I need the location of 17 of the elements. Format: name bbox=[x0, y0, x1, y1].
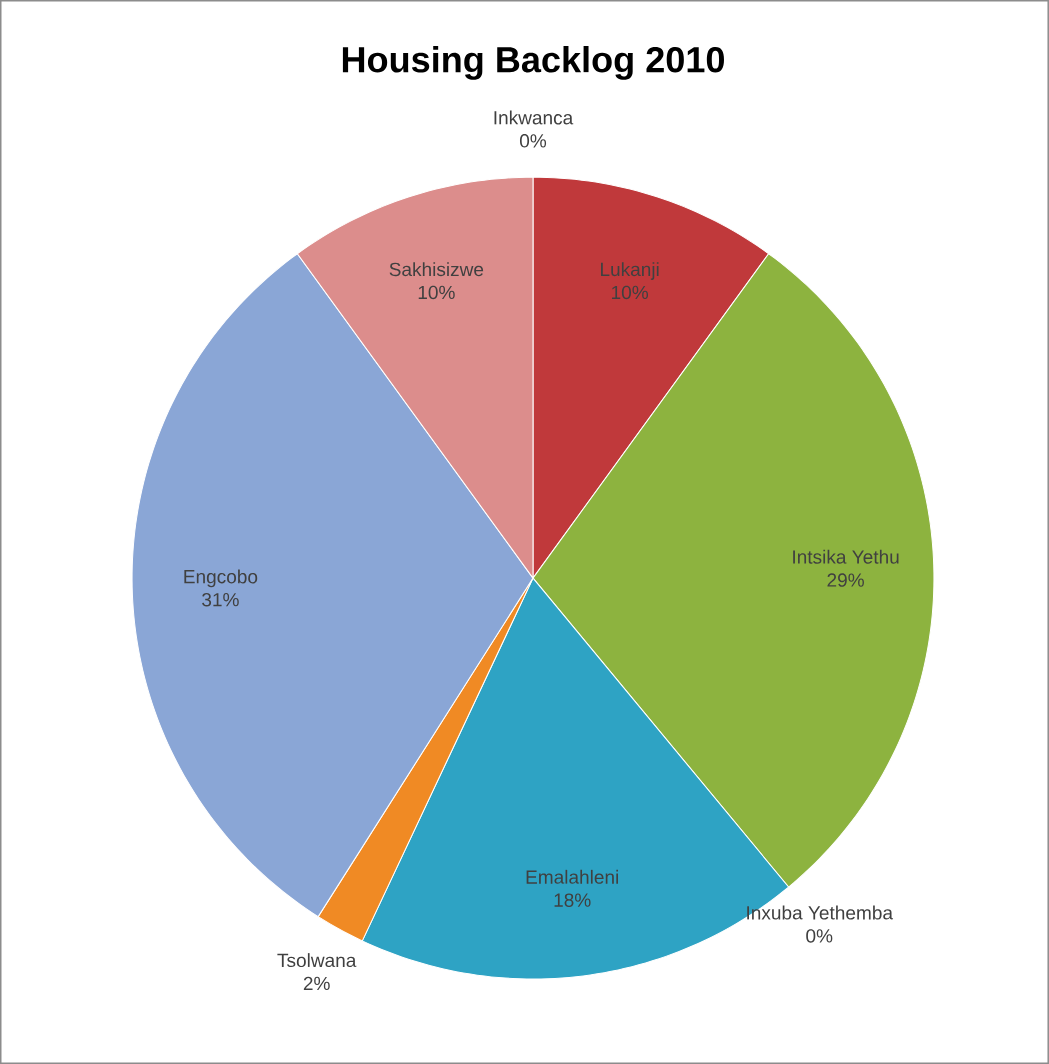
data-label: 10% bbox=[418, 285, 455, 300]
slice-label: Sakhisizwe bbox=[389, 262, 484, 277]
data-label: 18% bbox=[554, 893, 591, 907]
data-label: 10% bbox=[612, 285, 649, 300]
slice-label: Engcobo bbox=[184, 569, 258, 588]
text: 0% bbox=[519, 134, 547, 148]
data-label: 29% bbox=[827, 573, 864, 587]
category-label: Inxuba Yethemba bbox=[747, 905, 894, 920]
data-label: 2% bbox=[303, 976, 330, 991]
slice-label: Lukanji bbox=[601, 262, 659, 280]
chart-title: Housing Backlog 2010 bbox=[342, 46, 725, 80]
slice-label: Intsika Yethu bbox=[793, 549, 899, 564]
slice-label: Tsolwana bbox=[277, 953, 357, 968]
data-label: 31% bbox=[202, 592, 239, 607]
slice-label: Emalahleni bbox=[526, 869, 619, 884]
text: 0% bbox=[806, 929, 833, 943]
category-label: Inkwanca bbox=[494, 110, 574, 125]
